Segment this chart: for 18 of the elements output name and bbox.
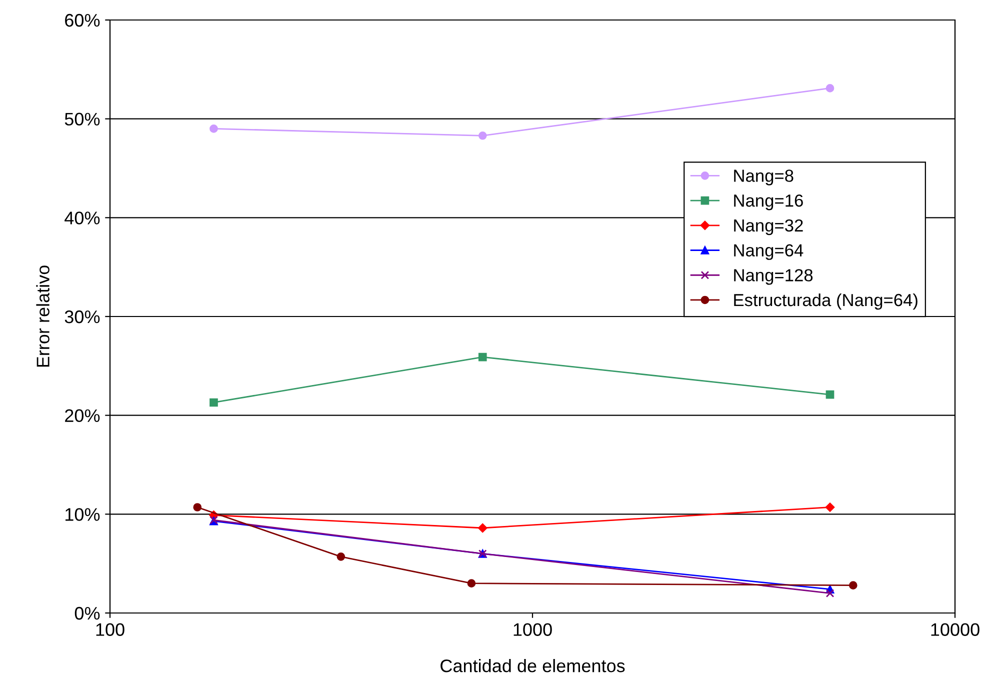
legend-label: Nang=16 bbox=[734, 194, 803, 210]
x-tick-label: 1000 bbox=[514, 623, 552, 636]
legend-label: Estructurada (Nang=64) bbox=[734, 293, 918, 310]
legend-label: Nang=64 bbox=[734, 244, 804, 260]
y-tick-label: 50% bbox=[64, 112, 100, 126]
y-tick-label: 10% bbox=[66, 508, 100, 521]
y-tick-label: 0% bbox=[74, 606, 100, 620]
y-tick-label: 30% bbox=[64, 310, 100, 324]
x-tick-label: 10000 bbox=[931, 623, 980, 636]
legend-label: Nang=128 bbox=[734, 269, 813, 285]
y-tick-label: 60% bbox=[65, 14, 100, 27]
legend-label: Nang=8 bbox=[734, 170, 794, 186]
y-tick-label: 20% bbox=[65, 409, 100, 422]
x-axis-title: Cantidad de elementos bbox=[440, 659, 625, 672]
y-axis-title: Error relativo bbox=[36, 266, 50, 367]
y-tick-label: 40% bbox=[64, 212, 100, 224]
legend-label: Nang=32 bbox=[734, 219, 803, 236]
x-tick-label: 100 bbox=[96, 623, 124, 636]
